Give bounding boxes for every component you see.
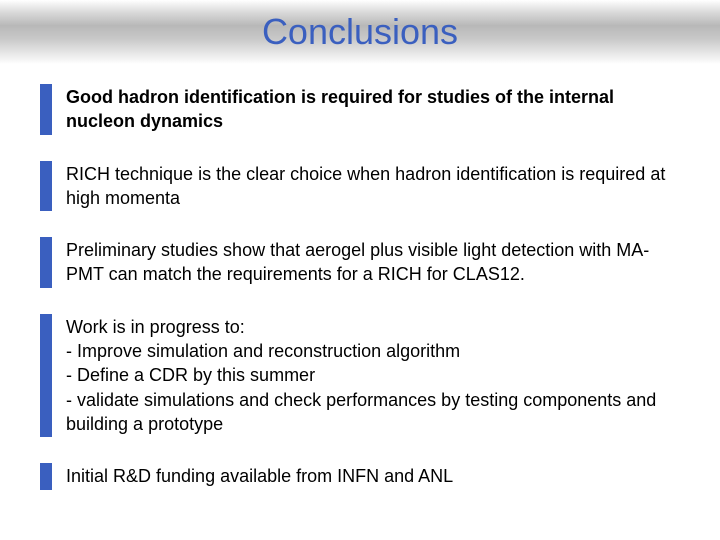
bullet-item: RICH technique is the clear choice when … — [40, 161, 680, 212]
bullet-text: Work is in progress to: - Improve simula… — [66, 314, 680, 437]
bullet-text: Initial R&D funding available from INFN … — [66, 463, 453, 489]
bullet-item: Preliminary studies show that aerogel pl… — [40, 237, 680, 288]
bullet-text: RICH technique is the clear choice when … — [66, 161, 680, 212]
bullet-bar-icon — [40, 84, 52, 135]
bullet-subline: - Improve simulation and reconstruction … — [66, 339, 680, 363]
bullet-item: Work is in progress to: - Improve simula… — [40, 314, 680, 437]
bullet-item: Initial R&D funding available from INFN … — [40, 463, 680, 489]
bullet-bar-icon — [40, 237, 52, 288]
bullet-lead: Work is in progress to: — [66, 315, 680, 339]
content-area: Good hadron identification is required f… — [0, 64, 720, 490]
bullet-bar-icon — [40, 463, 52, 489]
bullet-text: Good hadron identification is required f… — [66, 84, 680, 135]
slide-title: Conclusions — [262, 11, 458, 53]
bullet-bar-icon — [40, 161, 52, 212]
bullet-bar-icon — [40, 314, 52, 437]
bullet-subline: - validate simulations and check perform… — [66, 388, 680, 437]
bullet-subline: - Define a CDR by this summer — [66, 363, 680, 387]
bullet-item: Good hadron identification is required f… — [40, 84, 680, 135]
title-band: Conclusions — [0, 0, 720, 64]
bullet-text: Preliminary studies show that aerogel pl… — [66, 237, 680, 288]
